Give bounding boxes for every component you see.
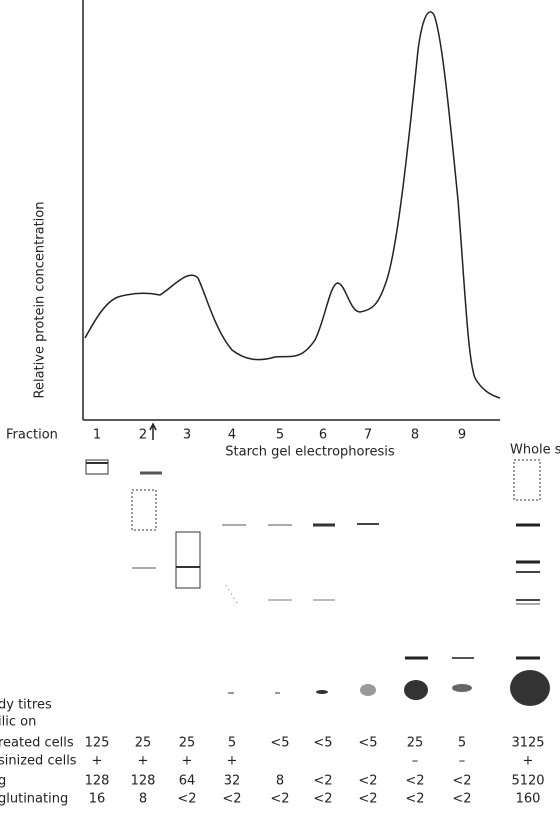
table-cell: 160 — [516, 792, 541, 807]
row-label: glutinating — [0, 792, 68, 807]
table-cell: 3125 — [511, 736, 544, 751]
table-cell: + — [182, 754, 193, 769]
table-cell: 16 — [89, 792, 106, 807]
table-cell: 64 — [179, 774, 196, 789]
x-axis-label: Starch gel electrophoresis — [225, 445, 395, 460]
table-cell: 8 — [276, 774, 284, 789]
table-cell: + — [523, 754, 534, 769]
fraction-number: 3 — [183, 428, 191, 443]
spot — [404, 680, 428, 700]
table-header: ilic on — [0, 715, 36, 730]
table-cell: <2 — [270, 792, 289, 807]
table-header: dy titres — [0, 698, 52, 713]
gel — [86, 460, 550, 706]
fraction-number: 1 — [93, 428, 101, 443]
fraction-label: Fraction — [6, 428, 58, 443]
table-cell: 125 — [85, 736, 110, 751]
fraction-number: 7 — [364, 428, 372, 443]
table-cell: <2 — [358, 774, 377, 789]
table-cell: <5 — [270, 736, 289, 751]
table-cell: <2 — [452, 774, 471, 789]
fraction-number: 6 — [319, 428, 327, 443]
row-label: sinized cells — [0, 754, 77, 769]
table-cell: <2 — [313, 792, 332, 807]
table-cell: 128 — [85, 774, 110, 789]
protein-curve — [85, 12, 500, 398]
well — [514, 460, 540, 500]
table-cell: 128 — [131, 774, 156, 789]
table-cell: + — [92, 754, 103, 769]
table-cell: + — [227, 754, 238, 769]
well — [132, 490, 156, 530]
table-cell: <2 — [405, 774, 424, 789]
row-label: g — [0, 774, 6, 789]
table-cell: <5 — [358, 736, 377, 751]
spot — [360, 684, 376, 696]
spot — [510, 670, 550, 706]
band — [226, 585, 238, 605]
table-cell: 32 — [224, 774, 241, 789]
table-cell: <2 — [177, 792, 196, 807]
table-cell: – — [412, 754, 419, 769]
table-cell: 25 — [179, 736, 196, 751]
figure: Relative protein concentration Fraction … — [0, 0, 560, 818]
table-cell: 5 — [458, 736, 466, 751]
spot — [316, 690, 328, 694]
well — [176, 532, 200, 588]
table-cell: <5 — [313, 736, 332, 751]
table-cell: 25 — [135, 736, 152, 751]
table-cell: 25 — [407, 736, 424, 751]
table-cell: – — [459, 754, 466, 769]
fraction-number: 5 — [276, 428, 284, 443]
table-cell: <2 — [313, 774, 332, 789]
fraction-number: 4 — [228, 428, 236, 443]
table-cell: <2 — [405, 792, 424, 807]
table-cell: <2 — [222, 792, 241, 807]
table-cell: 5 — [228, 736, 236, 751]
table-cell: 5120 — [511, 774, 544, 789]
table-cell: <2 — [358, 792, 377, 807]
table-cell: 8 — [139, 792, 147, 807]
y-axis-label: Relative protein concentration — [33, 202, 48, 399]
fraction-number: 2 — [139, 428, 147, 443]
row-label: reated cells — [0, 736, 74, 751]
whole-serum-label: Whole serum — [510, 443, 560, 458]
table-cell: <2 — [452, 792, 471, 807]
fraction-number: 8 — [411, 428, 419, 443]
spot — [452, 684, 472, 692]
table-cell: + — [138, 754, 149, 769]
fraction-number: 9 — [458, 428, 466, 443]
